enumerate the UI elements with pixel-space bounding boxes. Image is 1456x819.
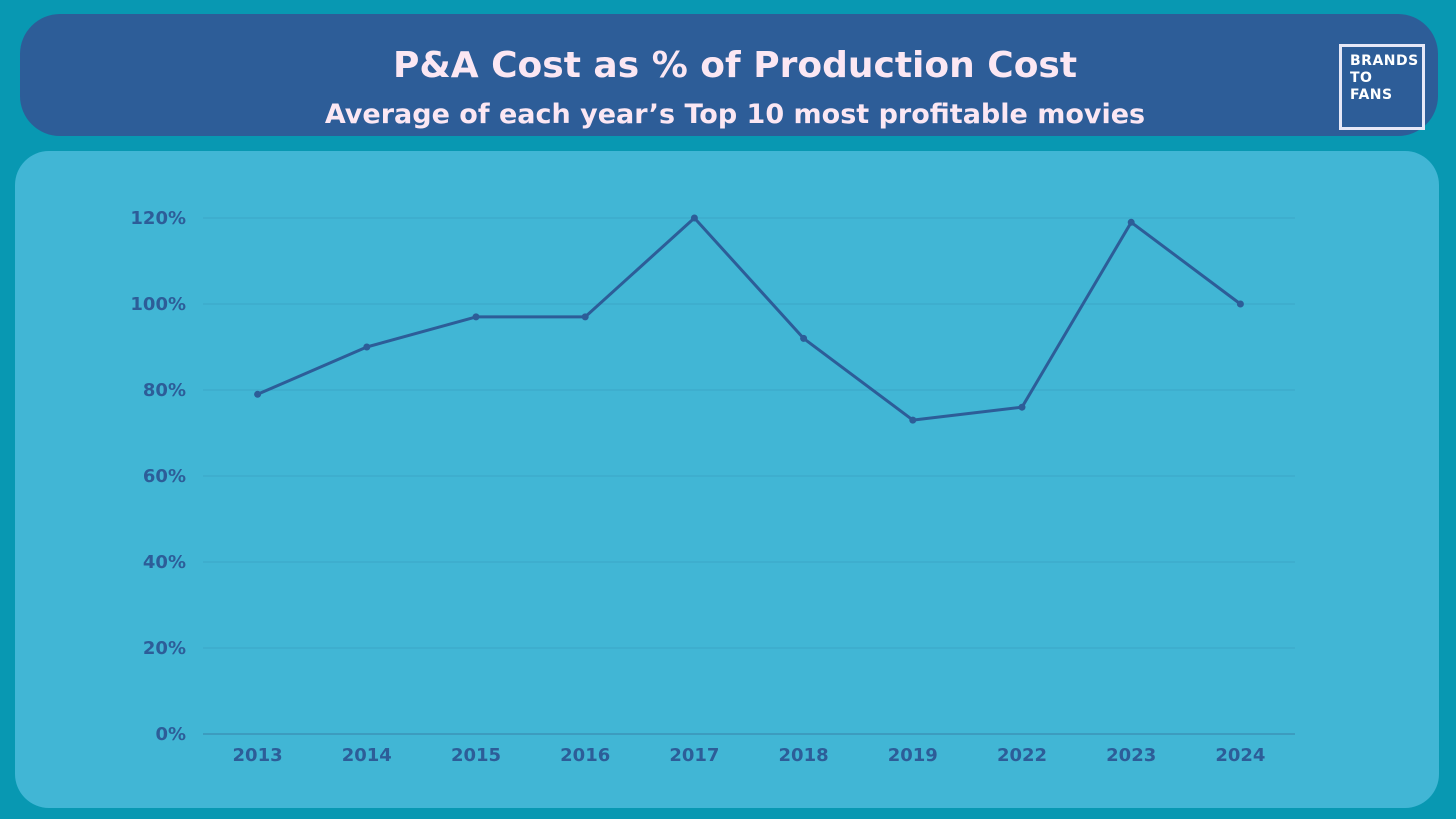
chart-header: P&A Cost as % of Production Cost Average… bbox=[20, 14, 1438, 136]
y-tick-label: 0% bbox=[155, 724, 186, 745]
x-tick-label: 2016 bbox=[560, 745, 610, 766]
y-tick-label: 40% bbox=[143, 552, 186, 573]
data-point bbox=[581, 313, 589, 321]
y-tick-label: 60% bbox=[143, 466, 186, 487]
y-tick-label: 120% bbox=[130, 208, 186, 229]
logo-line-3: FANS bbox=[1350, 87, 1393, 103]
line-chart: 0%20%40%60%80%100%120% 2013 2014 2015 2016 2… bbox=[130, 208, 1295, 766]
data-point bbox=[690, 214, 698, 222]
x-tick-label: 2015 bbox=[451, 745, 501, 766]
x-tick-label: 2018 bbox=[779, 745, 829, 766]
gridlines bbox=[203, 217, 1295, 735]
y-tick-label: 100% bbox=[130, 294, 186, 315]
x-tick-label: 2019 bbox=[888, 745, 938, 766]
chart-panel: 0% 20% 40% 60% 80% 100% 120% 2013 2014 2015 2016 2… bbox=[15, 151, 1439, 808]
data-point bbox=[254, 390, 262, 398]
x-tick-label: 2023 bbox=[1106, 745, 1156, 766]
data-point bbox=[363, 343, 371, 351]
x-tick-label: 2024 bbox=[1215, 745, 1265, 766]
data-point bbox=[1236, 300, 1244, 308]
logo-line-2: TO bbox=[1350, 70, 1373, 86]
y-axis-tick-labels: 0% 20% 40% 60% 80% 100% 120% bbox=[130, 208, 186, 745]
series-line bbox=[256, 216, 1242, 422]
series-layer bbox=[254, 214, 1244, 424]
data-point bbox=[1018, 403, 1026, 411]
data-point bbox=[909, 416, 917, 424]
x-axis-tick-labels: 2013 2014 2015 2016 2017 2018 2019 2022 2023 2024 bbox=[233, 745, 1266, 766]
data-point bbox=[800, 334, 808, 342]
logo-line-1: BRANDS bbox=[1350, 53, 1419, 69]
x-tick-label: 2017 bbox=[669, 745, 719, 766]
x-tick-label: 2013 bbox=[233, 745, 283, 766]
chart-subtitle: Average of each year’s Top 10 most profi… bbox=[324, 99, 1146, 130]
data-point bbox=[472, 313, 480, 321]
chart-title: P&A Cost as % of Production Cost bbox=[392, 45, 1078, 86]
y-tick-label: 80% bbox=[143, 380, 186, 401]
x-tick-label: 2022 bbox=[997, 745, 1047, 766]
data-point bbox=[1127, 218, 1135, 226]
y-tick-label: 20% bbox=[143, 638, 186, 659]
x-tick-label: 2014 bbox=[342, 745, 392, 766]
brands-to-fans-logo: BRANDS TO FANS bbox=[1339, 44, 1425, 130]
